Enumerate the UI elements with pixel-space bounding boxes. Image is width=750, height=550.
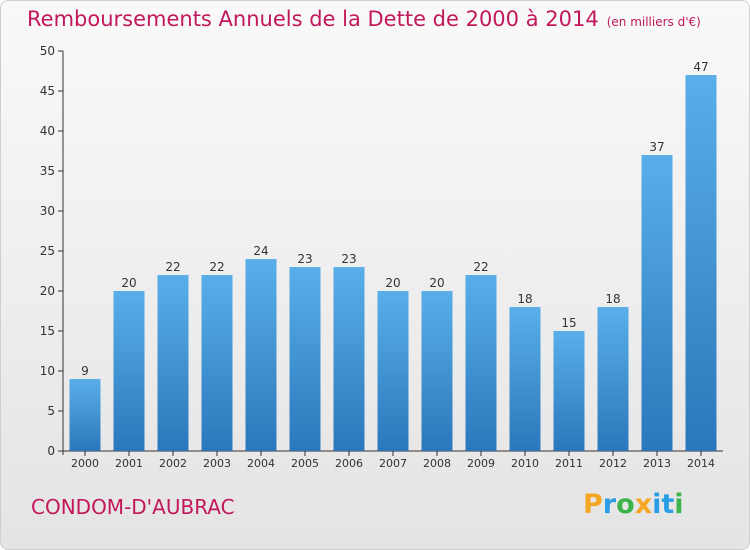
x-tick-label: 2007 <box>379 457 407 470</box>
x-tick-label: 2001 <box>115 457 143 470</box>
data-label: 23 <box>297 252 312 266</box>
y-tick-label: 30 <box>40 204 55 218</box>
y-tick-label: 5 <box>47 404 55 418</box>
logo-letter: x <box>634 489 653 520</box>
y-tick-label: 50 <box>40 44 55 58</box>
x-tick-label: 2012 <box>599 457 627 470</box>
bar-2006 <box>333 267 365 451</box>
bar-2007 <box>377 291 409 451</box>
y-tick-label: 40 <box>40 124 55 138</box>
bar-2014 <box>685 75 717 451</box>
logo-letter: r <box>602 489 617 520</box>
y-tick-label: 20 <box>40 284 55 298</box>
x-tick-label: 2004 <box>247 457 275 470</box>
x-tick-label: 2011 <box>555 457 583 470</box>
bar-2013 <box>641 155 673 451</box>
logo-letter: o <box>616 489 635 520</box>
proxiti-logo: Proxiti <box>583 489 684 520</box>
logo-letter: i <box>652 489 662 520</box>
logo-letter: i <box>674 489 684 520</box>
data-label: 22 <box>209 260 224 274</box>
y-tick-label: 10 <box>40 364 55 378</box>
y-tick-label: 0 <box>47 444 55 458</box>
bar-2002 <box>157 275 189 451</box>
data-label: 18 <box>605 292 620 306</box>
x-tick-label: 2014 <box>687 457 715 470</box>
logo-letter: t <box>661 489 675 520</box>
x-tick-label: 2003 <box>203 457 231 470</box>
y-tick-label: 15 <box>40 324 55 338</box>
bar-2000 <box>69 379 101 451</box>
data-label: 47 <box>693 60 708 74</box>
data-label: 22 <box>165 260 180 274</box>
data-label: 24 <box>253 244 268 258</box>
bar-2001 <box>113 291 145 451</box>
logo-letter: P <box>583 489 603 520</box>
chart-title: Remboursements Annuels de la Dette de 20… <box>27 7 701 31</box>
data-label: 23 <box>341 252 356 266</box>
bar-2010 <box>509 307 541 451</box>
bar-2005 <box>289 267 321 451</box>
data-label: 20 <box>429 276 444 290</box>
x-tick-label: 2005 <box>291 457 319 470</box>
bar-2003 <box>201 275 233 451</box>
x-tick-label: 2000 <box>71 457 99 470</box>
y-tick-label: 25 <box>40 244 55 258</box>
y-tick-label: 35 <box>40 164 55 178</box>
x-tick-label: 2013 <box>643 457 671 470</box>
bar-2011 <box>553 331 585 451</box>
chart-subtitle: (en milliers d'€) <box>606 15 701 29</box>
bars: 9 20 22 22 24 23 23 20 20 22 18 15 18 37 47 <box>69 60 717 451</box>
data-label: 20 <box>121 276 136 290</box>
x-tick-label: 2008 <box>423 457 451 470</box>
bar-2004 <box>245 259 277 451</box>
chart-title-text: Remboursements Annuels de la Dette de 20… <box>27 7 599 31</box>
data-label: 37 <box>649 140 664 154</box>
data-label: 22 <box>473 260 488 274</box>
x-tick-label: 2009 <box>467 457 495 470</box>
bar-2009 <box>465 275 497 451</box>
bar-2008 <box>421 291 453 451</box>
town-name: CONDOM-D'AUBRAC <box>31 495 235 519</box>
data-label: 20 <box>385 276 400 290</box>
data-label: 18 <box>517 292 532 306</box>
data-label: 15 <box>561 316 576 330</box>
y-tick-label: 45 <box>40 84 55 98</box>
x-tick-label: 2006 <box>335 457 363 470</box>
bar-2012 <box>597 307 629 451</box>
x-tick-label: 2002 <box>159 457 187 470</box>
data-label: 9 <box>81 364 89 378</box>
x-tick-label: 2010 <box>511 457 539 470</box>
axes: 0 5 10 15 20 25 30 35 40 45 50 2000 2001 2002 2003 2004… <box>40 44 723 470</box>
